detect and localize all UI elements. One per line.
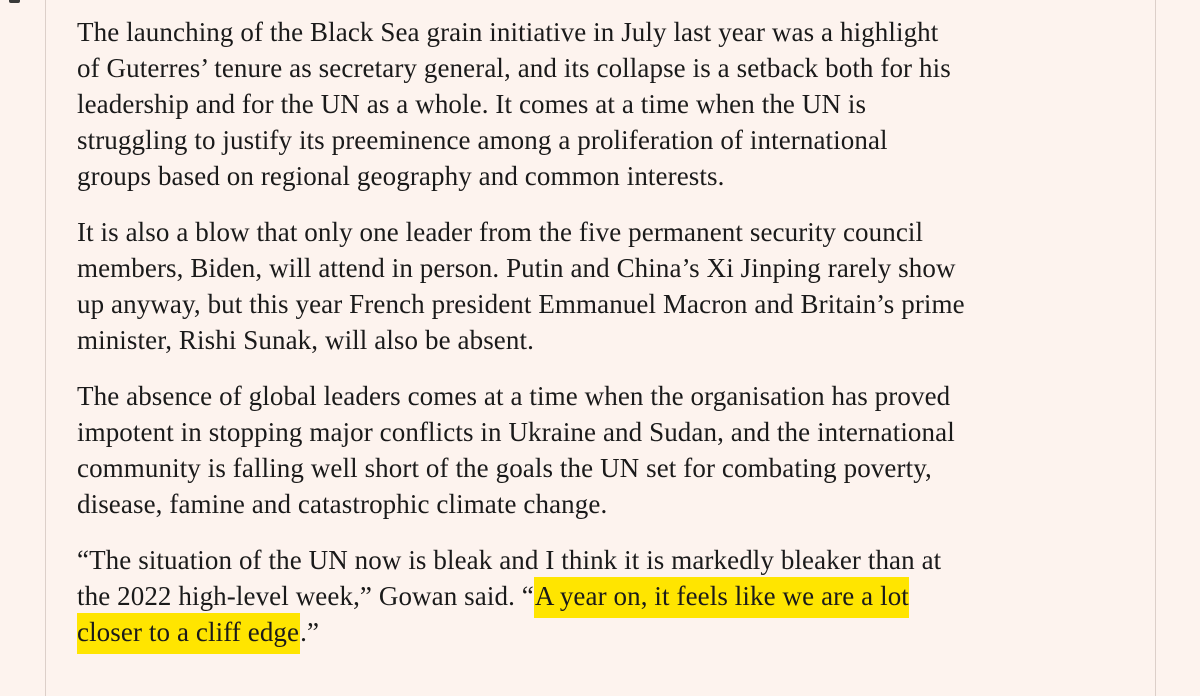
left-column-divider — [45, 0, 46, 696]
article-body: The launching of the Black Sea grain ini… — [77, 14, 965, 670]
quote-text-after-highlight: .” — [300, 617, 320, 647]
quote-text-before-highlight: “The situation of the UN now is bleak an… — [77, 545, 942, 611]
article-paragraph: The absence of global leaders comes at a… — [77, 381, 955, 519]
article-paragraph: The launching of the Black Sea grain ini… — [77, 17, 951, 191]
cutoff-artifact — [9, 0, 20, 3]
right-column-divider — [1155, 0, 1156, 696]
article-paragraph-quote: “The situation of the UN now is bleak an… — [77, 542, 965, 654]
article-paragraph: It is also a blow that only one leader f… — [77, 217, 965, 355]
